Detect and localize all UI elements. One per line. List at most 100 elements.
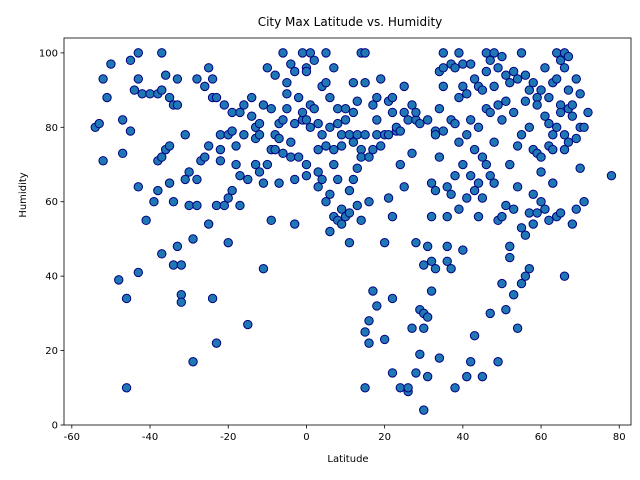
- data-point: [360, 48, 370, 58]
- data-point: [364, 316, 374, 326]
- data-point: [571, 204, 581, 214]
- data-point: [575, 89, 585, 99]
- data-point: [235, 107, 245, 118]
- data-point: [329, 144, 339, 155]
- data-point: [571, 74, 581, 84]
- data-point: [559, 63, 570, 73]
- data-point: [368, 286, 378, 296]
- data-point: [160, 70, 171, 80]
- data-point: [465, 357, 476, 367]
- data-point: [192, 200, 202, 211]
- data-point: [352, 130, 362, 140]
- data-point: [243, 319, 253, 330]
- data-point: [383, 130, 394, 140]
- data-point: [239, 100, 249, 110]
- y-tick-label: 40: [45, 272, 58, 283]
- data-point: [325, 92, 335, 103]
- data-point: [501, 70, 511, 80]
- data-point: [247, 111, 257, 121]
- data-point: [458, 81, 468, 92]
- data-point: [450, 170, 460, 181]
- data-point: [430, 264, 441, 274]
- data-point: [211, 92, 222, 103]
- data-point: [555, 55, 566, 66]
- data-point: [133, 182, 144, 192]
- data-point: [489, 81, 499, 92]
- data-point: [250, 159, 261, 170]
- data-point: [129, 85, 140, 95]
- data-point: [348, 107, 359, 118]
- data-point: [125, 55, 136, 66]
- data-point: [399, 81, 409, 92]
- data-point: [258, 100, 269, 110]
- data-point: [164, 178, 175, 188]
- data-point: [532, 208, 542, 218]
- data-point: [422, 241, 433, 252]
- data-point: [520, 70, 531, 80]
- data-point: [579, 122, 589, 133]
- data-point: [422, 371, 433, 382]
- data-point: [575, 163, 585, 173]
- x-tick-label: 0: [303, 432, 309, 443]
- data-point: [411, 368, 421, 378]
- data-point: [520, 96, 531, 106]
- data-point: [164, 141, 175, 151]
- data-point: [438, 126, 448, 136]
- data-point: [376, 74, 386, 84]
- data-point: [501, 200, 511, 211]
- data-point: [340, 115, 351, 125]
- data-point: [438, 63, 448, 73]
- data-point: [266, 104, 276, 114]
- data-point: [211, 200, 222, 211]
- data-point: [172, 100, 183, 110]
- data-point: [567, 100, 578, 110]
- data-point: [387, 293, 398, 304]
- y-tick-label: 100: [39, 48, 58, 59]
- data-point: [434, 104, 445, 114]
- data-point: [567, 111, 578, 121]
- data-point: [227, 107, 237, 118]
- data-point: [227, 126, 237, 136]
- data-point: [301, 170, 312, 181]
- data-point: [399, 107, 409, 118]
- x-tick-label: -20: [220, 432, 236, 443]
- data-point: [481, 159, 492, 170]
- data-point: [403, 115, 413, 125]
- data-point: [559, 130, 570, 140]
- data-point: [532, 100, 542, 110]
- data-point: [434, 353, 445, 363]
- data-point: [141, 215, 151, 226]
- data-point: [524, 85, 535, 95]
- data-point: [102, 92, 112, 103]
- data-point: [344, 237, 355, 248]
- data-point: [180, 174, 190, 185]
- data-point: [321, 197, 331, 207]
- data-point: [360, 77, 370, 88]
- data-point: [301, 66, 312, 77]
- data-point: [407, 100, 417, 110]
- data-point: [422, 115, 433, 125]
- data-point: [387, 107, 398, 118]
- data-point: [262, 159, 273, 170]
- data-point: [207, 293, 218, 304]
- data-point: [168, 197, 179, 207]
- data-point: [157, 48, 167, 58]
- data-point: [344, 208, 355, 218]
- data-point: [215, 156, 226, 166]
- data-point: [305, 48, 316, 58]
- data-point: [544, 215, 554, 226]
- y-axis-ticks: 0 20 40 60 80 100: [39, 48, 64, 432]
- data-point: [176, 260, 187, 270]
- data-point: [462, 130, 472, 140]
- data-point: [301, 115, 312, 125]
- data-point: [544, 92, 554, 103]
- data-point: [192, 174, 202, 185]
- data-point: [395, 159, 405, 170]
- data-point: [313, 144, 323, 155]
- data-point: [297, 107, 308, 118]
- data-point: [426, 286, 437, 296]
- data-point: [219, 100, 230, 110]
- data-point: [442, 211, 452, 222]
- data-point: [419, 405, 429, 415]
- data-point: [552, 122, 562, 133]
